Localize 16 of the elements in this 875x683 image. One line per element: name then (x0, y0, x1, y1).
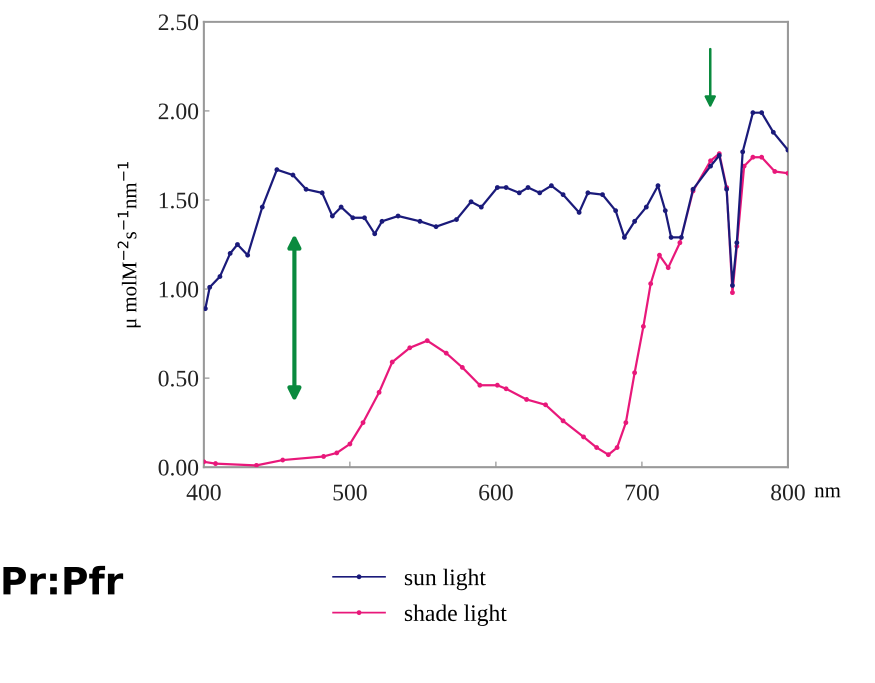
y-axis-title: μ molM$^{−2}$s$^{−1}$nm$^{−1}$ (117, 162, 141, 328)
x-axis-title: nm (814, 487, 841, 498)
x-tick-label: 500 (334, 484, 367, 500)
x-tick-label: 800 (771, 484, 805, 500)
y-tick-label: 1.00 (160, 282, 198, 298)
y-tick-label: 2.50 (158, 14, 198, 30)
x-tick-label: 400 (186, 484, 221, 500)
x-tick-label: 600 (479, 484, 513, 500)
legend-label: shade light (404, 604, 507, 626)
y-tick-label: 1.50 (160, 192, 198, 209)
text: Pr:Pfr (3, 566, 124, 594)
y-tick-label: 0.50 (158, 370, 198, 387)
legend-label: sun light (404, 568, 486, 590)
y-tick-label: 0.00 (158, 460, 198, 476)
x-tick-label: 700 (626, 484, 659, 500)
y-tick-label: 2.00 (158, 103, 198, 120)
